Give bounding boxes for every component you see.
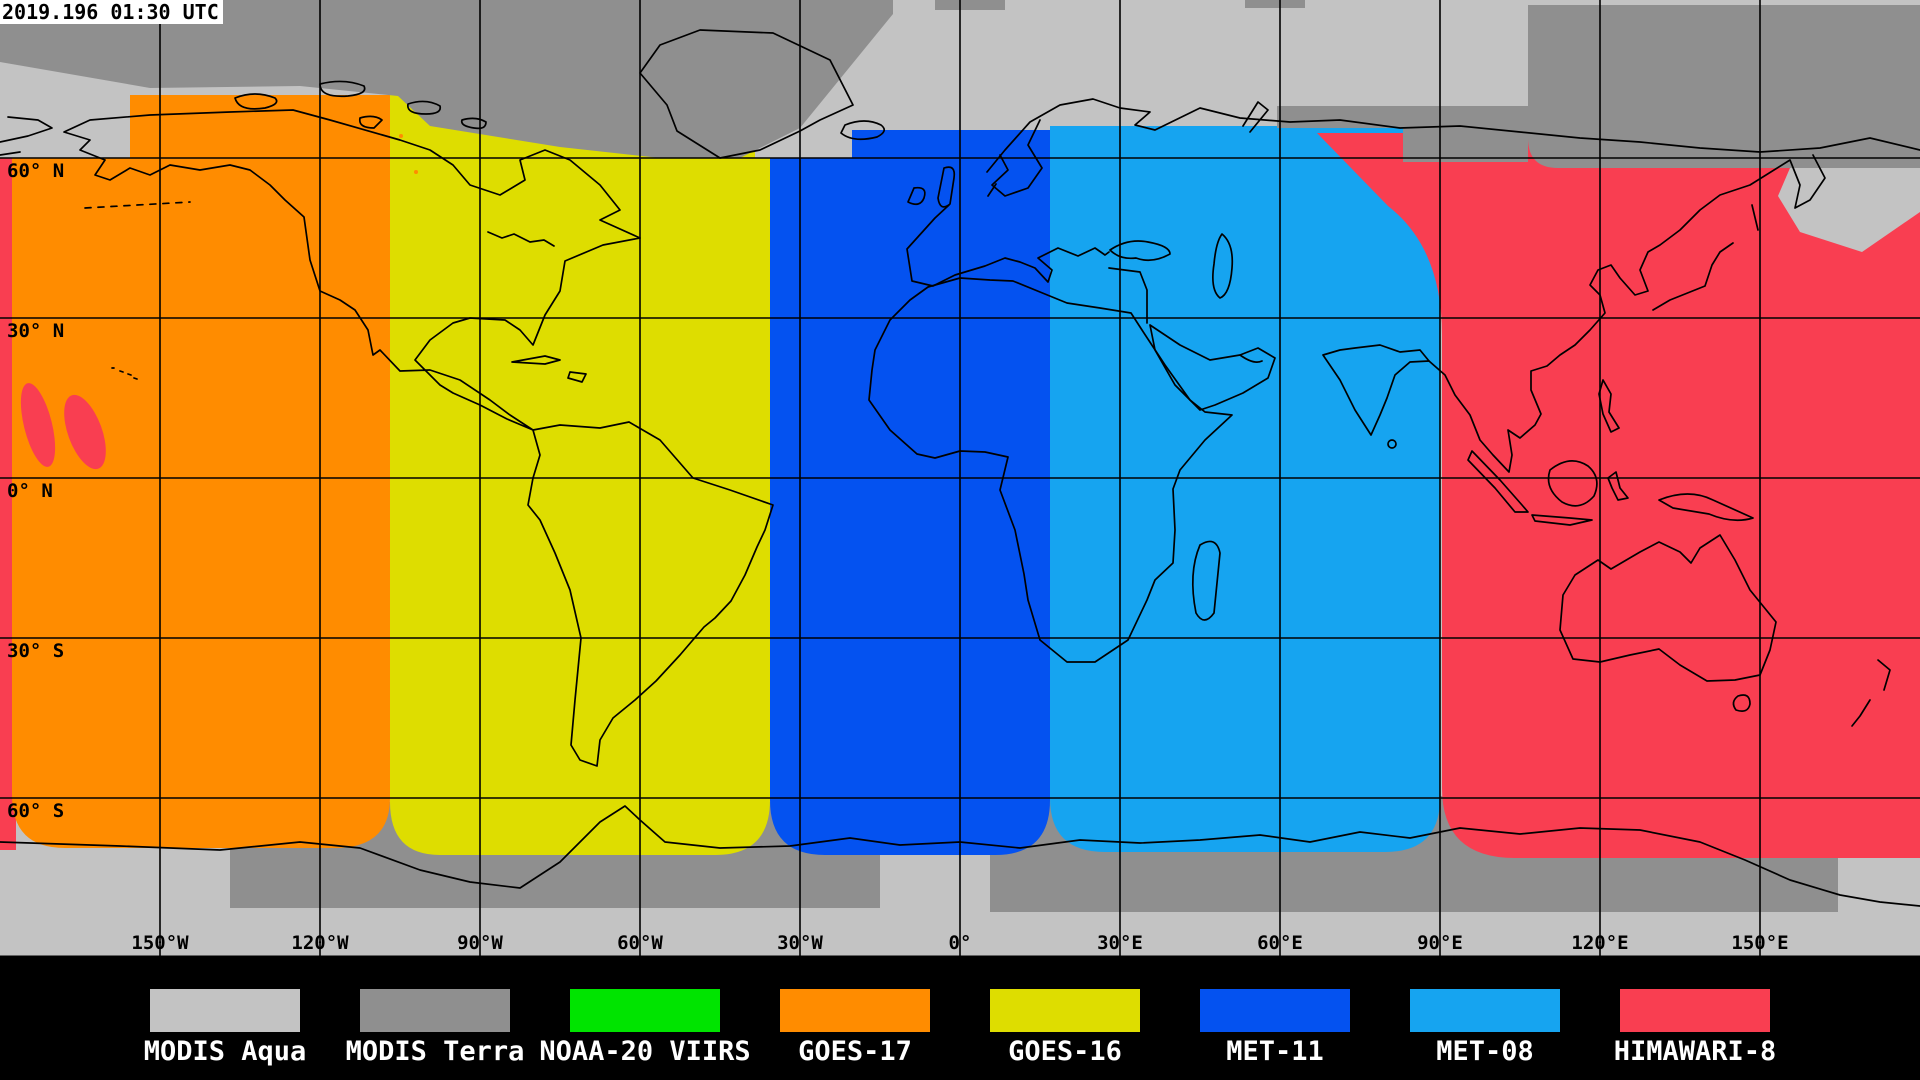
lat-label-0n: 0° N [7,480,53,502]
lon-label-30e: 30°E [1097,932,1143,954]
legend-item-met-08: MET-08 [1380,958,1590,1080]
legend-swatch-goes-17 [780,989,930,1032]
legend-item-himawari-8: HIMAWARI-8 [1590,958,1800,1080]
lon-label-60w: 60°W [617,932,663,954]
met-11-coverage-band [770,130,1050,855]
lon-label-90w: 90°W [457,932,503,954]
lat-label-60s: 60° S [7,800,65,822]
legend-bar: MODIS Aqua MODIS Terra NOAA-20 VIIRS GOE… [0,958,1920,1080]
legend-item-met-11: MET-11 [1170,958,1380,1080]
legend-swatch-modis-aqua [150,989,300,1032]
legend-swatch-goes-16 [990,989,1140,1032]
lon-label-120w: 120°W [291,932,349,954]
himawari-8-coverage-band [1317,133,1920,858]
graticule-grid [0,0,1920,958]
lon-label-150w: 150°W [131,932,189,954]
legend-item-modis-aqua: MODIS Aqua [120,958,330,1080]
legend-label-himawari-8: HIMAWARI-8 [1613,1036,1777,1067]
legend-item-goes-16: GOES-16 [960,958,1170,1080]
met-08-coverage-band [1050,126,1440,852]
legend-item-noaa-20-viirs: NOAA-20 VIIRS [539,958,751,1080]
lon-label-60e: 60°E [1257,932,1303,954]
lon-label-0: 0° [948,932,972,954]
legend-swatch-met-11 [1200,989,1350,1032]
legend-label-goes-16: GOES-16 [1008,1036,1122,1067]
legend-label-met-11: MET-11 [1226,1036,1324,1067]
coastlines [0,29,1920,907]
goes-17-coverage-band [12,95,390,848]
world-coverage-map: 60° N 30° N 0° N 30° S 60° S 150°W 120°W… [0,0,1920,958]
lon-label-120e: 120°E [1571,932,1629,954]
lat-label-60n: 60° N [7,160,65,182]
legend-swatch-modis-terra [360,989,510,1032]
lon-label-150e: 150°E [1731,932,1789,954]
north-terra-patches [0,0,1920,168]
north-aqua-patches [0,88,1920,252]
legend-item-goes-17: GOES-17 [750,958,960,1080]
coverage-map-canvas [0,0,1920,958]
legend-swatch-met-08 [1410,989,1560,1032]
legend-swatch-himawari-8 [1620,989,1770,1032]
legend-item-modis-terra: MODIS Terra [330,958,540,1080]
goes-16-coverage-band [390,95,770,855]
lon-label-30w: 30°W [777,932,823,954]
lat-label-30s: 30° S [7,640,65,662]
legend-label-noaa-20-viirs: NOAA-20 VIIRS [539,1036,751,1067]
lat-label-30n: 30° N [7,320,65,342]
himawari-8-swath-petals [20,383,106,470]
timestamp: 2019.196 01:30 UTC [0,0,223,24]
goes-17-speckles [347,134,418,254]
legend-swatch-noaa-20-viirs [570,989,720,1032]
lon-label-90e: 90°E [1417,932,1463,954]
legend-label-goes-17: GOES-17 [798,1036,912,1067]
legend-label-modis-aqua: MODIS Aqua [143,1036,307,1067]
legend-label-met-08: MET-08 [1436,1036,1534,1067]
legend-label-modis-terra: MODIS Terra [345,1036,525,1067]
